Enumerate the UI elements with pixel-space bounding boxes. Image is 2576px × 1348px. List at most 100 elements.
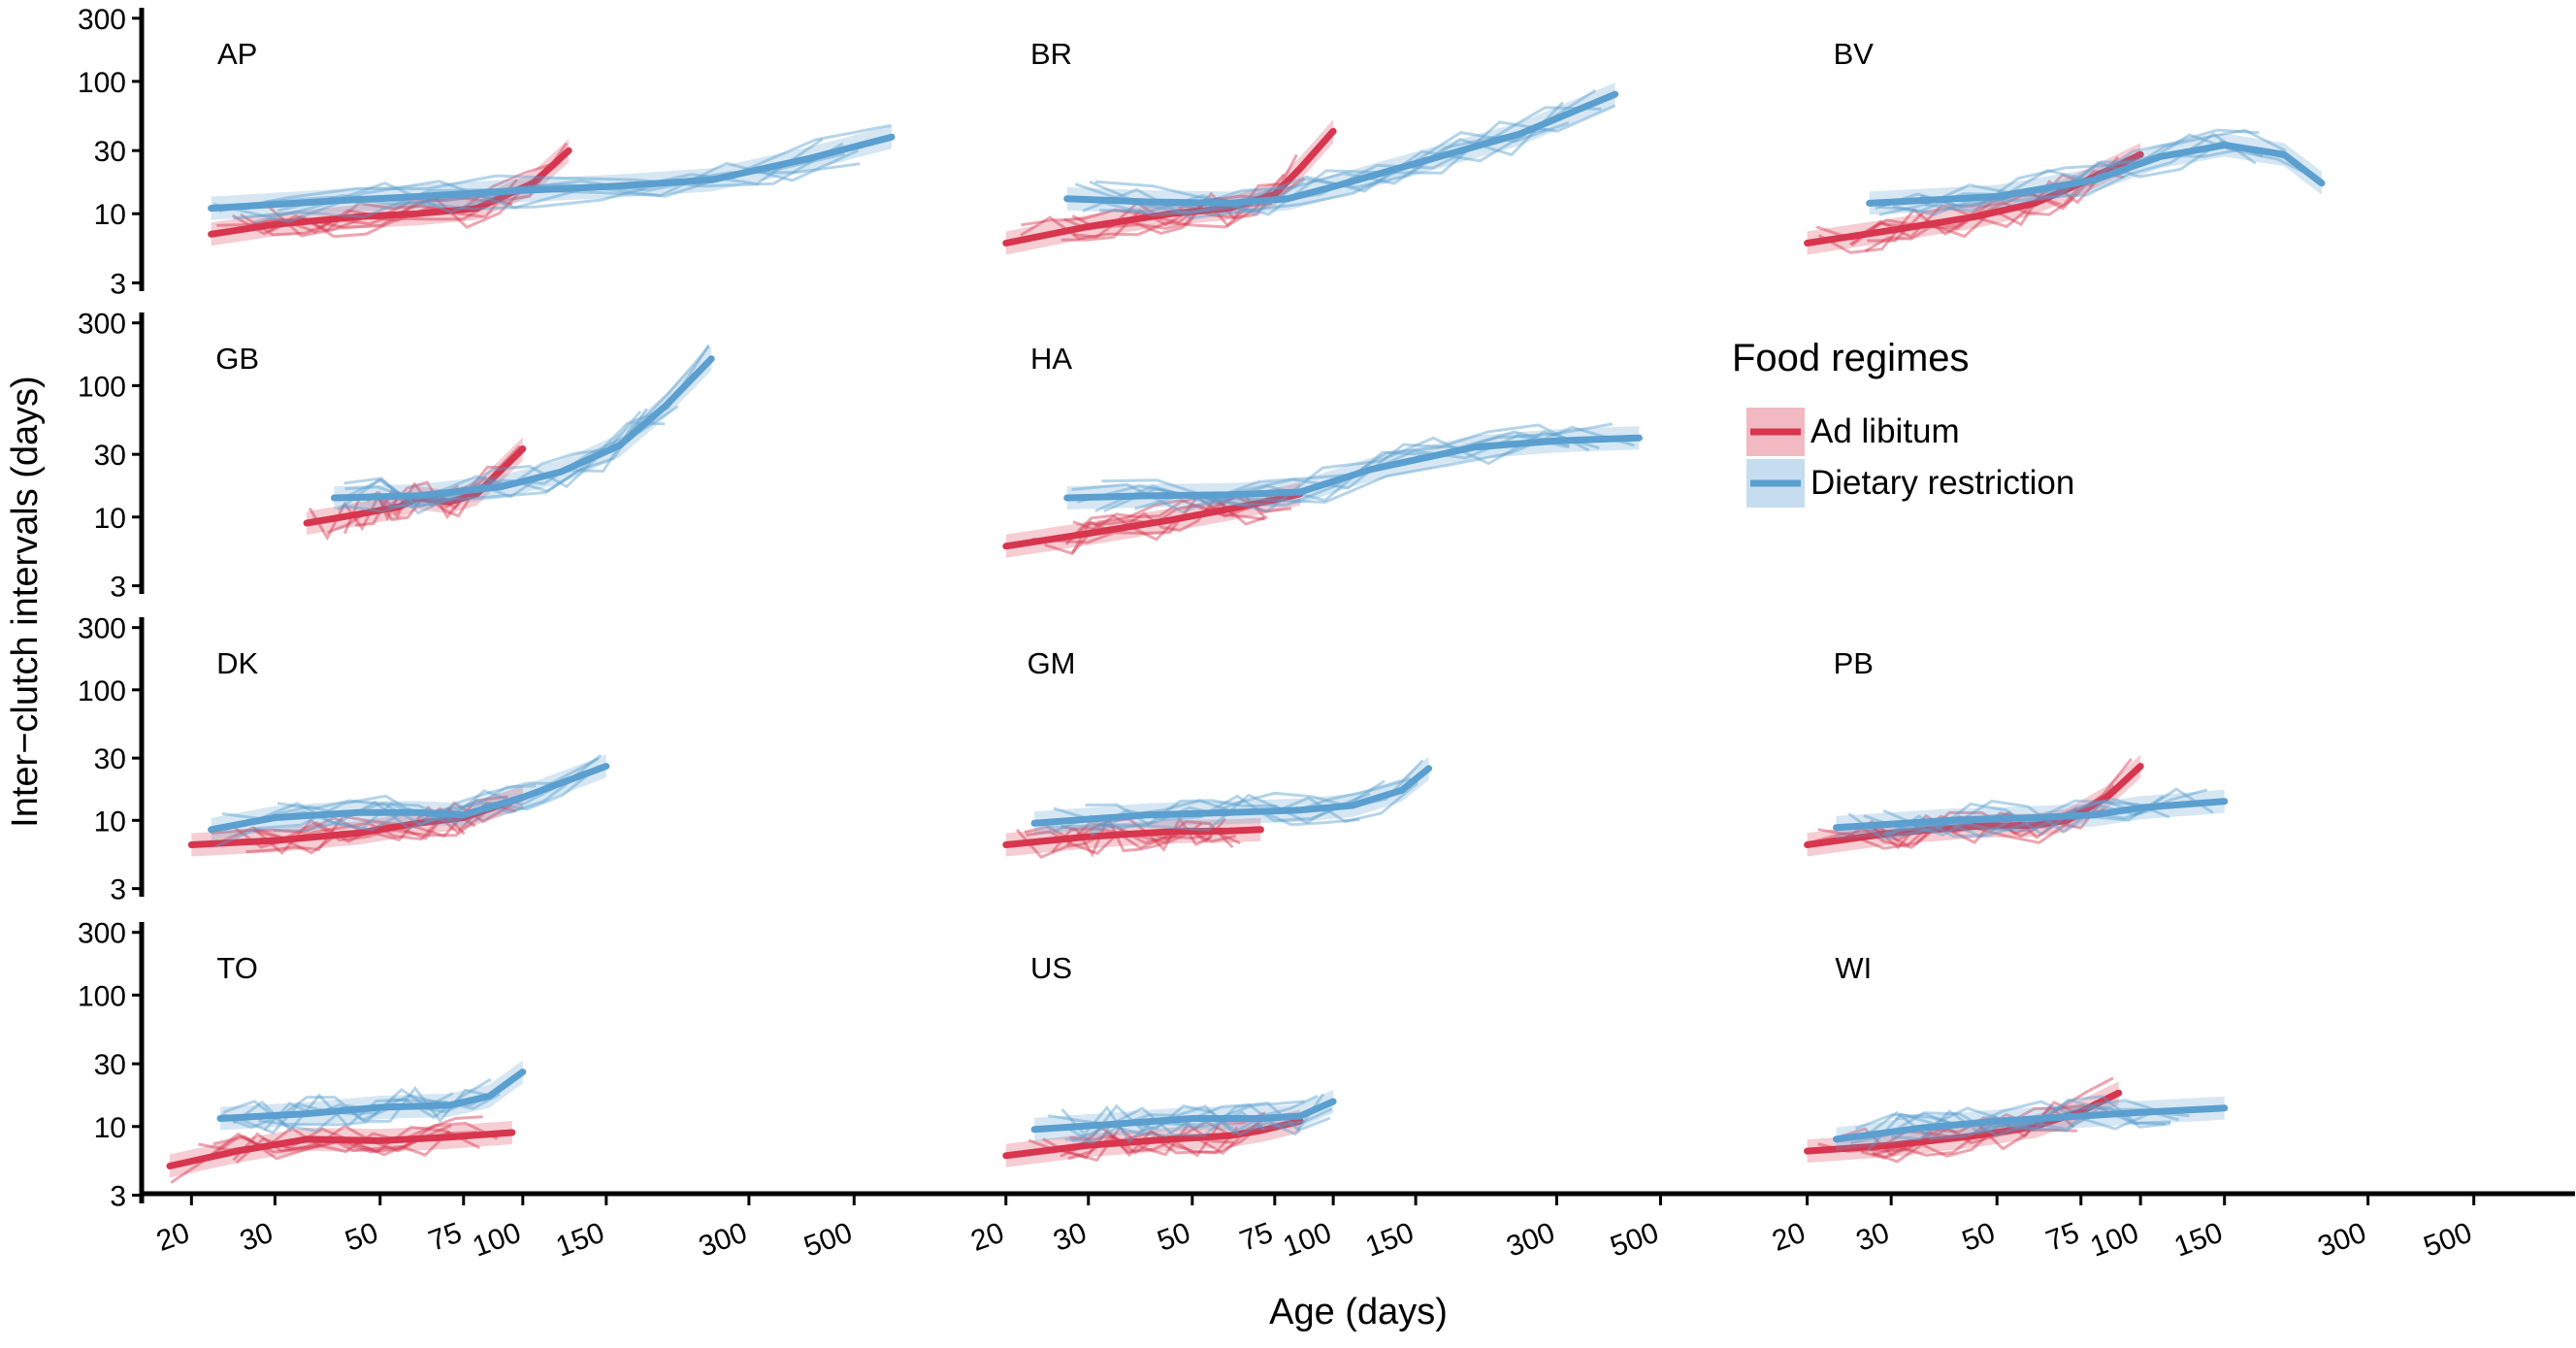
y-tick-label: 30 bbox=[94, 136, 126, 168]
x-tick-label: 500 bbox=[1607, 1217, 1663, 1264]
individual-line bbox=[1863, 797, 2185, 837]
panel-label: BR bbox=[1030, 37, 1072, 71]
fitted-line-dietary-restriction bbox=[1063, 90, 1619, 207]
facet-panel-ap: 3 10 30 100 300 AP bbox=[78, 4, 896, 301]
individual-line bbox=[1060, 153, 1298, 242]
fitted-line-ad-libitum bbox=[1002, 1117, 1304, 1160]
individual-line bbox=[1854, 1100, 2190, 1131]
facet-panel-to: 3 10 30 100 300 TO bbox=[78, 918, 527, 1213]
facet-panel-bv: BV bbox=[1804, 37, 2326, 255]
confidence-ribbon bbox=[334, 346, 712, 510]
fitted-line-ad-libitum bbox=[1002, 490, 1304, 550]
y-tick-label: 3 bbox=[110, 269, 126, 301]
panel-label: BV bbox=[1834, 37, 1875, 71]
y-tick-label: 3 bbox=[110, 1181, 126, 1213]
x-tick-label: 100 bbox=[2086, 1217, 2142, 1264]
facet-panel-br: BR bbox=[1002, 37, 1619, 255]
individual-line bbox=[1072, 494, 1268, 532]
individual-line bbox=[211, 1124, 452, 1156]
individual-line bbox=[1073, 182, 1282, 239]
x-axis-3: 20 30 50 75 100 150 300 500 bbox=[1755, 1191, 2575, 1264]
x-tick-label: 75 bbox=[425, 1217, 467, 1258]
y-tick-label: 100 bbox=[78, 371, 126, 403]
confidence-ribbon bbox=[1005, 119, 1334, 255]
y-tick-label: 100 bbox=[78, 980, 126, 1012]
individual-line bbox=[211, 809, 488, 838]
individual-line bbox=[212, 123, 892, 224]
individual-line bbox=[1031, 489, 1281, 544]
fitted-line-ad-libitum bbox=[1002, 127, 1337, 247]
confidence-ribbon bbox=[211, 754, 606, 841]
individual-line bbox=[1847, 794, 2165, 841]
confidence-ribbon bbox=[1034, 756, 1429, 836]
x-tick-label: 20 bbox=[152, 1217, 194, 1258]
legend: Food regimes Ad libitum Dietary restrictio… bbox=[1732, 337, 2074, 508]
panel-label: TO bbox=[216, 951, 258, 985]
panel-label: PB bbox=[1834, 646, 1874, 680]
legend-label: Ad libitum bbox=[1810, 412, 1960, 450]
fitted-line-ad-libitum bbox=[1804, 1089, 2123, 1155]
x-tick-label: 100 bbox=[469, 1217, 525, 1264]
y-axis-title: Inter−clutch intervals (days) bbox=[5, 376, 46, 828]
fitted-line-ad-libitum bbox=[166, 1129, 516, 1169]
panel-label: GB bbox=[215, 342, 259, 376]
fitted-line-dietary-restriction bbox=[330, 355, 715, 502]
y-tick-label: 10 bbox=[94, 806, 126, 838]
individual-line bbox=[1064, 1094, 1319, 1144]
fitted-line-dietary-restriction bbox=[216, 1069, 527, 1122]
facet-panel-ha: HA bbox=[1002, 342, 1643, 558]
x-tick-label: 30 bbox=[1050, 1217, 1092, 1258]
fitted-line-dietary-restriction bbox=[208, 133, 896, 213]
fitted-line-dietary-restriction bbox=[1030, 1098, 1337, 1134]
y-tick-label: 100 bbox=[78, 675, 126, 707]
panel-label: DK bbox=[216, 646, 258, 680]
x-tick-label: 150 bbox=[1361, 1217, 1418, 1264]
y-tick-label: 30 bbox=[94, 440, 126, 472]
x-axis-title: Age (days) bbox=[1269, 1292, 1448, 1332]
x-tick-label: 150 bbox=[2170, 1217, 2227, 1264]
facet-panel-gm: GM bbox=[1002, 646, 1433, 859]
fitted-line-ad-libitum bbox=[208, 147, 572, 238]
x-tick-label: 20 bbox=[967, 1217, 1009, 1258]
y-tick-label: 300 bbox=[78, 613, 126, 645]
individual-line bbox=[218, 142, 844, 214]
x-tick-label: 75 bbox=[2041, 1217, 2083, 1258]
fitted-line-dietary-restriction bbox=[1063, 434, 1643, 502]
individual-line bbox=[341, 344, 710, 513]
individual-line bbox=[1024, 820, 1234, 850]
x-axis-2: 20 30 50 75 100 150 300 500 bbox=[955, 1191, 1760, 1264]
x-tick-label: 500 bbox=[2420, 1217, 2476, 1264]
fitted-line-dietary-restriction bbox=[1833, 798, 2229, 832]
y-tick-label: 10 bbox=[94, 503, 126, 535]
facet-panel-pb: PB bbox=[1804, 646, 2229, 857]
confidence-ribbon bbox=[1807, 143, 2141, 255]
individual-line bbox=[1064, 503, 1265, 545]
legend-title: Food regimes bbox=[1732, 337, 1970, 379]
y-tick-label: 30 bbox=[94, 743, 126, 775]
facet-panel-us: US bbox=[1002, 951, 1337, 1167]
facet-panel-dk: 3 10 30 100 300 DK bbox=[78, 613, 610, 906]
x-tick-label: 300 bbox=[695, 1217, 751, 1264]
confidence-ribbon bbox=[220, 1060, 523, 1131]
facet-panel-gb: 3 10 30 100 300 GB bbox=[78, 309, 715, 604]
fitted-line-ad-libitum bbox=[1804, 763, 2144, 848]
individual-line bbox=[1084, 1102, 1333, 1137]
individual-line bbox=[344, 410, 642, 501]
fitted-line-dietary-restriction bbox=[208, 763, 610, 834]
x-tick-label: 30 bbox=[236, 1217, 277, 1258]
y-tick-label: 300 bbox=[78, 309, 126, 341]
x-tick-label: 100 bbox=[1279, 1217, 1335, 1264]
x-tick-label: 30 bbox=[1852, 1217, 1894, 1258]
y-tick-label: 30 bbox=[94, 1049, 126, 1081]
fitted-line-ad-libitum bbox=[1002, 826, 1264, 848]
panel-label: US bbox=[1030, 951, 1072, 985]
individual-line bbox=[1878, 146, 2298, 216]
fitted-line-dietary-restriction bbox=[1030, 765, 1433, 827]
facet-panel-wi: WI bbox=[1804, 951, 2229, 1164]
x-tick-label: 500 bbox=[799, 1217, 856, 1264]
panel-label: AP bbox=[217, 37, 257, 71]
x-tick-label: 20 bbox=[1768, 1217, 1810, 1258]
individual-line bbox=[245, 806, 466, 854]
confidence-ribbon bbox=[307, 437, 523, 535]
